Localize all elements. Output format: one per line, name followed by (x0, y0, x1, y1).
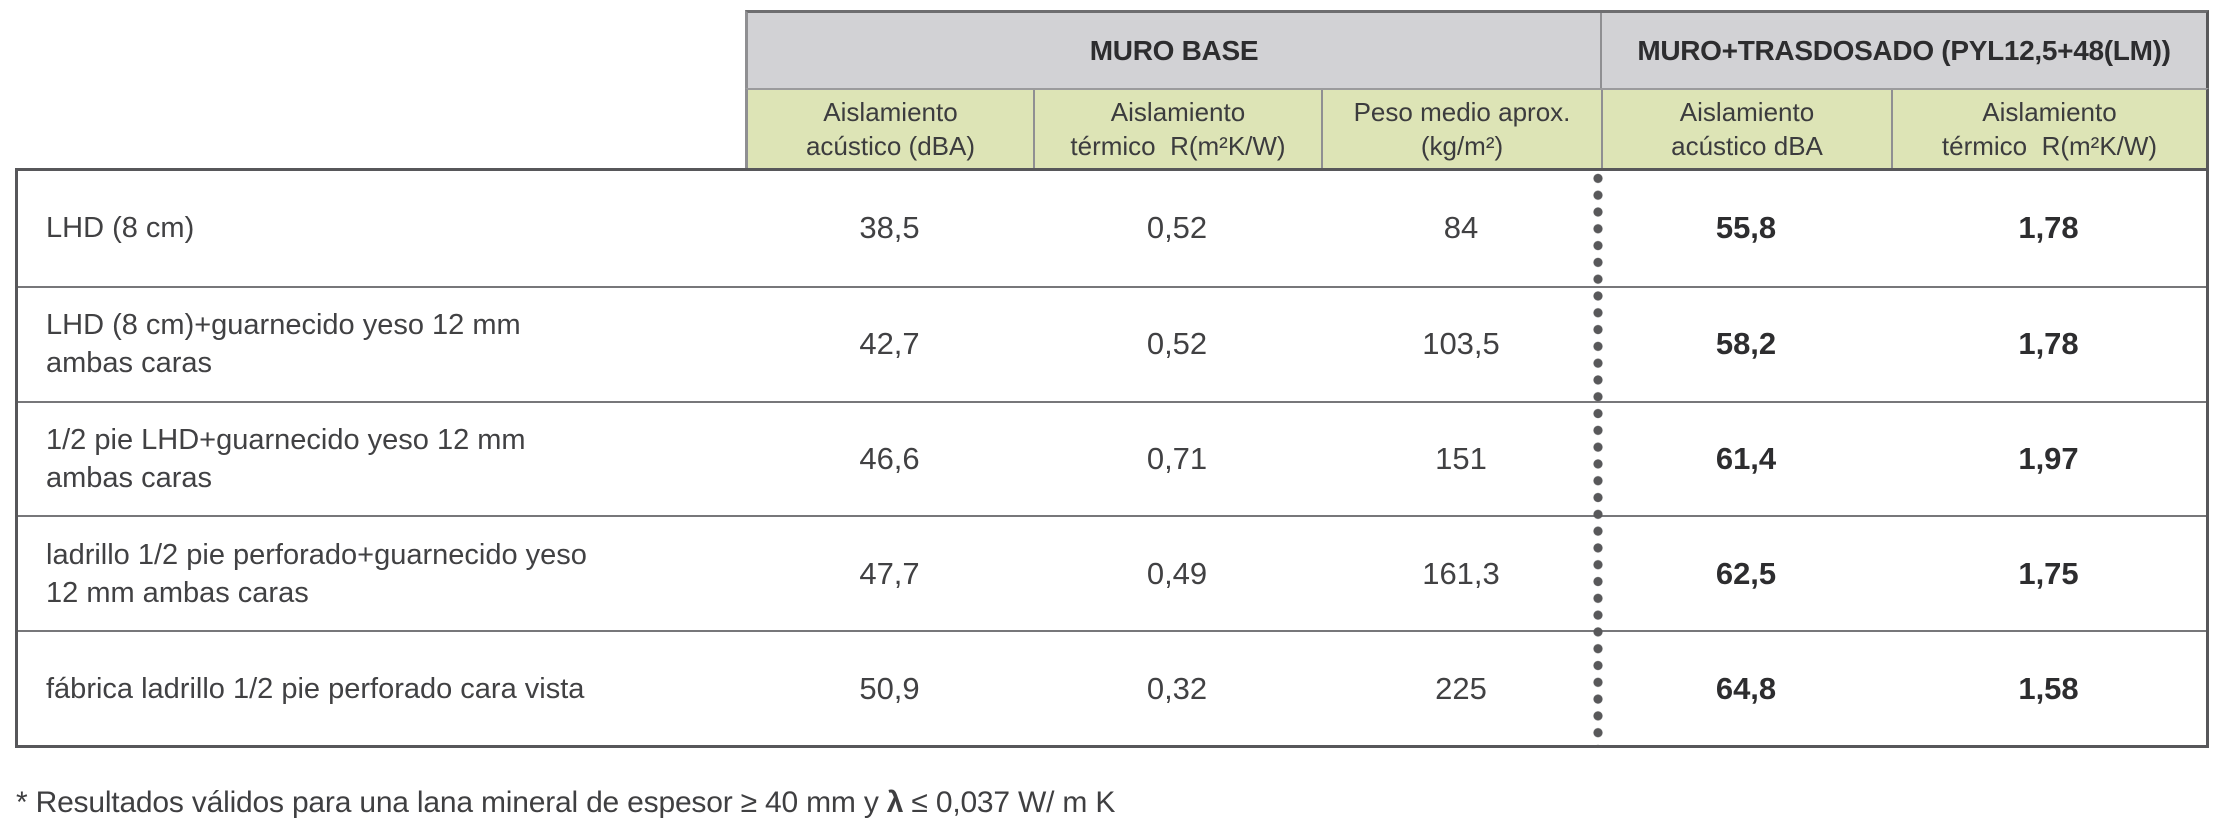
section-header-muro-base: MURO BASE (1089, 34, 1259, 66)
column-header-line: (kg/m²) (1420, 131, 1504, 161)
cell-acoustic-base: 38,5 (859, 210, 920, 246)
table-row: ladrillo 1/2 pie perforado+guarnecido ye… (18, 515, 2206, 630)
table-header: MURO BASE MURO+TRASDOSADO (PYL12,5+48(LM… (745, 10, 2209, 168)
cell-acoustic-base: 47,7 (859, 555, 920, 591)
column-header-acoustic-base: Aislamiento acústico (dBA) (748, 90, 1033, 168)
section-header-row: MURO BASE MURO+TRASDOSADO (PYL12,5+48(LM… (745, 10, 2209, 88)
footnote: * Resultados válidos para una lana miner… (16, 786, 1115, 820)
table-row: fábrica ladrillo 1/2 pie perforado cara … (18, 630, 2206, 745)
cell-weight: 151 (1435, 440, 1487, 476)
row-label: fábrica ladrillo 1/2 pie perforado cara … (46, 672, 585, 705)
cell-acoustic-plus: 55,8 (1715, 210, 1777, 246)
cell-thermal-base: 0,71 (1146, 440, 1208, 476)
cell-acoustic-plus: 61,4 (1715, 440, 1777, 476)
cell-weight: 84 (1443, 210, 1479, 246)
cell-acoustic-plus: 58,2 (1715, 326, 1777, 362)
table-row: LHD (8 cm)+guarnecido yeso 12 mm ambas c… (18, 285, 2206, 401)
cell-thermal-base: 0,32 (1146, 670, 1208, 706)
row-label: ladrillo 1/2 pie perforado+guarnecido ye… (46, 538, 587, 609)
cell-acoustic-plus: 64,8 (1715, 670, 1777, 706)
row-label: LHD (8 cm) (46, 212, 195, 245)
cell-thermal-plus: 1,78 (2018, 210, 2079, 246)
column-header-line: acústico dBA (1671, 131, 1823, 161)
column-header-line: acústico (dBA) (805, 131, 976, 161)
column-header-line: térmico R(m²K/W) (1070, 131, 1286, 161)
footnote-text: * Resultados válidos para una lana miner… (16, 786, 887, 819)
column-header-line: Aislamiento (1110, 97, 1246, 127)
dotted-divider (1593, 170, 1603, 748)
row-label: LHD (8 cm)+guarnecido yeso 12 mm ambas c… (46, 309, 521, 380)
cell-acoustic-plus: 62,5 (1715, 555, 1777, 591)
column-header-thermal-plus: Aislamiento térmico R(m²K/W) (1891, 90, 2206, 168)
cell-thermal-base: 0,52 (1146, 210, 1208, 246)
column-header-line: Aislamiento (1982, 97, 2117, 127)
column-header-line: Aislamiento (823, 97, 958, 127)
cell-weight: 161,3 (1422, 555, 1500, 591)
cell-acoustic-base: 46,6 (859, 440, 920, 476)
cell-thermal-plus: 1,58 (2018, 670, 2079, 706)
cell-thermal-plus: 1,97 (2018, 440, 2079, 476)
cell-acoustic-base: 42,7 (859, 326, 920, 362)
column-header-row: Aislamiento acústico (dBA) Aislamiento t… (745, 88, 2209, 168)
column-header-line: Aislamiento (1679, 97, 1815, 127)
cell-thermal-plus: 1,78 (2018, 326, 2079, 362)
column-header-acoustic-plus: Aislamiento acústico dBA (1601, 90, 1891, 168)
column-header-line: térmico R(m²K/W) (1941, 131, 2158, 161)
row-label: 1/2 pie LHD+guarnecido yeso 12 mm ambas … (46, 423, 526, 494)
table-body: LHD (8 cm) 38,5 0,52 84 55,8 1,78 LHD (8… (15, 168, 2209, 748)
table-row: LHD (8 cm) 38,5 0,52 84 55,8 1,78 (18, 171, 2206, 286)
column-header-line: Peso medio aprox. (1353, 97, 1571, 127)
cell-thermal-base: 0,49 (1146, 555, 1208, 591)
cell-acoustic-base: 50,9 (859, 670, 920, 706)
cell-thermal-base: 0,52 (1146, 326, 1208, 362)
cell-thermal-plus: 1,75 (2018, 555, 2079, 591)
footnote-text: ≤ 0,037 W/ m K (903, 786, 1116, 819)
footnote-lambda: λ (886, 786, 904, 819)
table-row: 1/2 pie LHD+guarnecido yeso 12 mm ambas … (18, 400, 2206, 516)
cell-weight: 103,5 (1422, 326, 1500, 362)
column-header-thermal-base: Aislamiento térmico R(m²K/W) (1033, 90, 1321, 168)
section-header-muro-trasdosado: MURO+TRASDOSADO (PYL12,5+48(LM)) (1600, 13, 2206, 88)
cell-weight: 225 (1435, 670, 1487, 706)
column-header-weight: Peso medio aprox. (kg/m²) (1321, 90, 1601, 168)
